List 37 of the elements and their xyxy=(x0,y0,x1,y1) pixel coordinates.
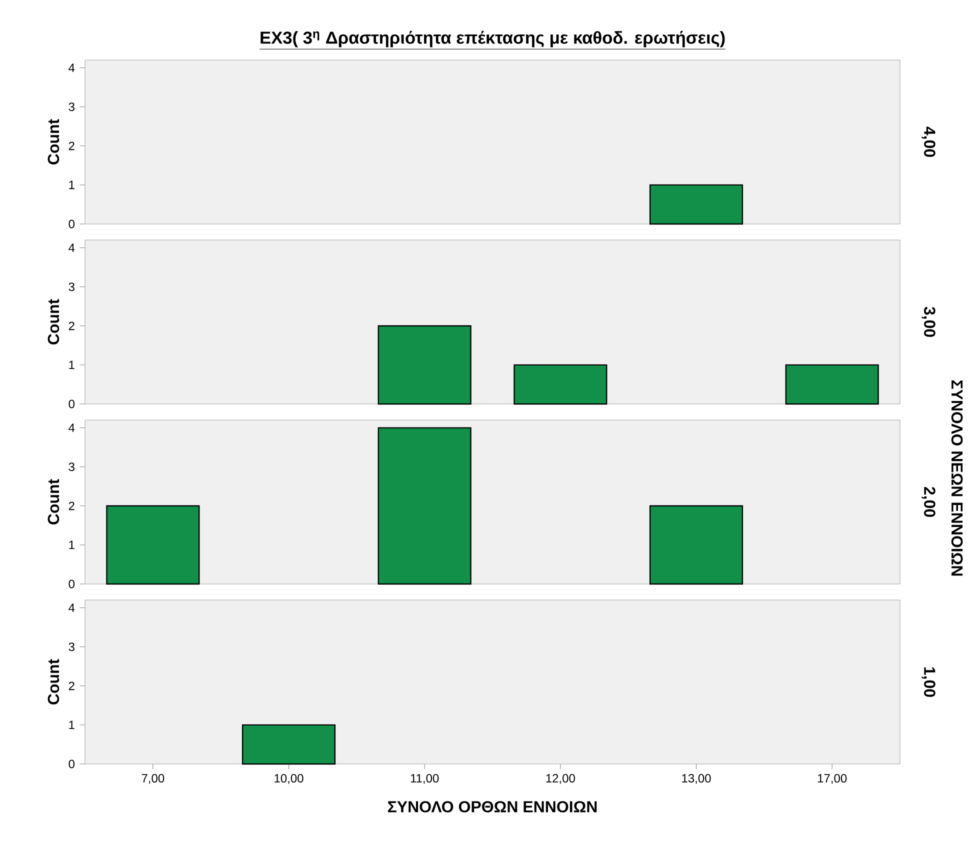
y-axis-title: Count xyxy=(48,299,60,344)
chart-title: EX3( 3$^{η}$ Δραστηριότητα επέκτασης με καθοδ. ερωτήσεις) xyxy=(260,30,725,48)
x-tick-label: 7,00 xyxy=(142,774,164,784)
x-tick-label: 11,00 xyxy=(410,774,439,784)
y-tick-label: 4 xyxy=(68,244,75,252)
y-tick-label: 2 xyxy=(68,502,74,510)
y-tick-label: 3 xyxy=(68,102,74,112)
y-axis-title: Count xyxy=(48,479,60,524)
x-tick-label: 13,00 xyxy=(682,774,711,784)
y-axis-title: Count xyxy=(48,659,60,704)
y-tick-label: 0 xyxy=(68,580,74,588)
text: ΣΥΝΟΛΟ ΝΕΩΝ ΕΝΝΟΙΩΝ xyxy=(951,380,963,576)
y-tick-label: 3 xyxy=(68,462,74,472)
y-axis-title: Count xyxy=(48,119,60,164)
x-tick-label: 10,00 xyxy=(274,774,304,784)
y-tick-label: 2 xyxy=(68,682,74,690)
x-tick-label: 17,00 xyxy=(818,774,847,784)
x-tick-label: 12,00 xyxy=(546,774,575,784)
y-tick-label: 2 xyxy=(68,322,74,330)
y-tick-label: 1 xyxy=(69,720,74,730)
y2-axis-title: 4,00 xyxy=(922,126,936,157)
y-tick-label: 0 xyxy=(68,760,74,768)
y2-axis-title: 3,00 xyxy=(922,306,936,337)
y-tick-label: 1 xyxy=(69,360,74,370)
y-tick-label: 3 xyxy=(68,642,74,652)
y2-axis-title: 1,00 xyxy=(922,667,936,697)
y-tick-label: 3 xyxy=(68,282,74,292)
x-axis-title: ΣΥΝΟΛΟ ΟΡΘΩΝ ΕΝΝΟΙΩΝ xyxy=(388,801,597,812)
y-tick-label: 1 xyxy=(69,180,74,190)
y2-axis-title: 2,00 xyxy=(922,486,936,517)
y-tick-label: 0 xyxy=(68,220,74,228)
y-tick-label: 0 xyxy=(68,400,74,408)
y-tick-label: 1 xyxy=(69,540,74,550)
y-tick-label: 4 xyxy=(68,424,75,432)
y-tick-label: 4 xyxy=(68,604,75,612)
y-tick-label: 2 xyxy=(68,142,74,150)
y-tick-label: 4 xyxy=(68,64,75,72)
